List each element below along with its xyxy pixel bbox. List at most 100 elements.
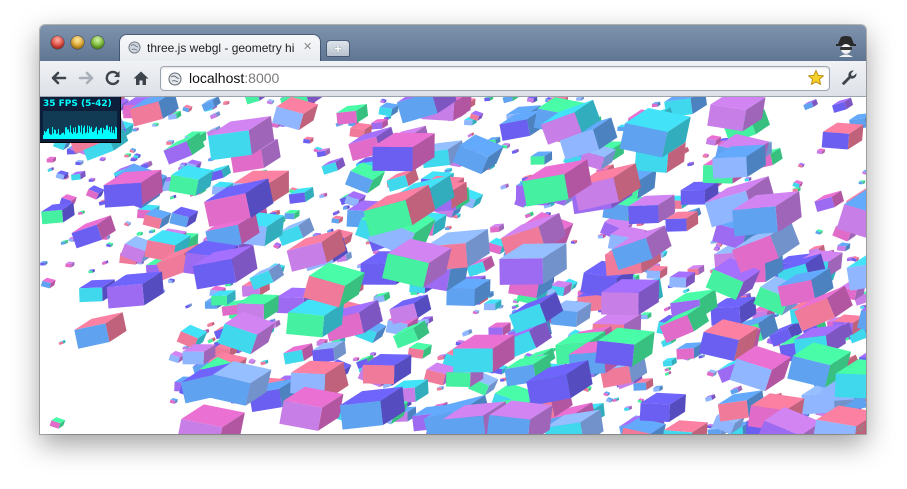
fps-graph-bar: [89, 126, 90, 139]
cube-mesh: [378, 102, 399, 117]
cube-mesh: [836, 189, 866, 238]
cube-mesh: [168, 350, 185, 364]
cube-mesh: [651, 101, 661, 108]
cube-mesh: [393, 320, 430, 349]
cube-mesh: [611, 225, 672, 271]
cube-mesh: [732, 191, 802, 237]
fps-graph-bar: [56, 133, 57, 139]
star-icon[interactable]: [807, 69, 825, 87]
fps-graph-bar: [54, 129, 55, 139]
cube-mesh: [452, 134, 504, 175]
cube-mesh: [624, 405, 633, 412]
cube-mesh: [821, 122, 864, 150]
fps-graph-bar: [66, 127, 67, 139]
forward-arrow-icon[interactable]: [77, 69, 95, 87]
cube-mesh: [787, 342, 851, 388]
cube-mesh: [49, 417, 66, 429]
cube-mesh: [511, 148, 519, 154]
cube-mesh: [662, 357, 677, 367]
fps-graph-bar: [59, 134, 60, 139]
new-tab-button[interactable]: +: [327, 41, 349, 56]
cube-mesh: [628, 194, 676, 225]
cube-mesh: [484, 97, 494, 102]
cube-mesh: [209, 111, 221, 120]
fps-graph-bar: [69, 132, 70, 139]
cube-mesh: [167, 278, 175, 284]
resize-handle[interactable]: [854, 422, 865, 433]
cube-mesh: [106, 271, 164, 309]
navigation-toolbar: localhost:8000: [40, 61, 866, 97]
cube-mesh: [639, 392, 686, 422]
cube-mesh: [71, 215, 116, 249]
minimize-window-button[interactable]: [71, 36, 84, 49]
fps-graph-bar: [77, 132, 78, 139]
cube-mesh: [466, 255, 495, 277]
webgl-viewport[interactable]: 35 FPS (5-42): [40, 97, 866, 434]
cube-mesh: [522, 159, 592, 207]
cube-mesh: [382, 238, 452, 288]
fps-graph-bar: [86, 132, 87, 139]
cube-mesh: [444, 167, 452, 173]
cube-mesh: [469, 110, 484, 121]
cube-mesh: [386, 168, 419, 192]
cube-mesh: [178, 404, 245, 434]
fps-graph: [43, 111, 117, 139]
cube-mesh: [544, 409, 604, 434]
fps-graph-bar: [64, 134, 65, 139]
fps-stats-panel[interactable]: 35 FPS (5-42): [40, 97, 120, 142]
close-icon[interactable]: ✕: [303, 41, 313, 53]
cube-mesh: [207, 116, 275, 161]
address-bar[interactable]: localhost:8000: [160, 66, 830, 91]
fps-graph-bar: [68, 129, 69, 139]
cube-mesh: [619, 108, 691, 158]
tab-active[interactable]: three.js webgl - geometry hi ✕: [120, 35, 320, 61]
cube-mesh: [272, 97, 319, 131]
fps-graph-bar: [44, 131, 45, 139]
url-host: localhost: [189, 70, 245, 86]
plus-icon: +: [334, 41, 342, 56]
cube-mesh: [372, 132, 435, 172]
cube-mesh: [124, 153, 131, 158]
fps-graph-bar: [107, 125, 108, 139]
fps-graph-bar: [94, 130, 95, 139]
fps-graph-bar: [49, 133, 50, 139]
cube-mesh: [530, 151, 553, 165]
cube-mesh: [40, 260, 48, 266]
cube-mesh: [344, 162, 386, 194]
cube-mesh: [702, 153, 710, 159]
fps-graph-bar: [55, 130, 56, 139]
cube-mesh: [612, 397, 620, 403]
cube-mesh: [169, 398, 178, 404]
fps-graph-bar: [97, 134, 98, 139]
cube-mesh: [331, 215, 344, 224]
fps-graph-bar: [85, 133, 86, 139]
fps-graph-bar: [92, 131, 93, 139]
zoom-window-button[interactable]: [91, 36, 104, 49]
url-text[interactable]: localhost:8000: [189, 70, 279, 86]
back-arrow-icon[interactable]: [50, 69, 68, 87]
geometry-canvas[interactable]: [40, 97, 866, 434]
fps-graph-bar: [110, 132, 111, 139]
cube-mesh: [303, 262, 365, 308]
fps-graph-bar: [111, 126, 112, 139]
cube-mesh: [797, 162, 805, 168]
cube-mesh: [633, 378, 654, 391]
cube-mesh: [698, 353, 706, 359]
fps-graph-bar: [91, 126, 92, 139]
incognito-icon: [836, 36, 856, 57]
cube-mesh: [687, 161, 694, 167]
fps-graph-bar: [58, 129, 59, 139]
wrench-icon[interactable]: [840, 69, 858, 87]
cube-mesh: [483, 299, 502, 311]
cube-mesh: [713, 246, 721, 252]
cube-mesh: [857, 306, 866, 330]
close-window-button[interactable]: [51, 36, 64, 49]
home-icon[interactable]: [132, 69, 150, 87]
cube-mesh: [184, 303, 193, 309]
reload-icon[interactable]: [104, 69, 122, 87]
cube-mesh: [712, 144, 767, 179]
url-port: :8000: [244, 70, 280, 86]
cube-mesh: [163, 132, 205, 165]
cube-mesh: [436, 385, 444, 391]
fps-graph-bar: [108, 130, 109, 139]
